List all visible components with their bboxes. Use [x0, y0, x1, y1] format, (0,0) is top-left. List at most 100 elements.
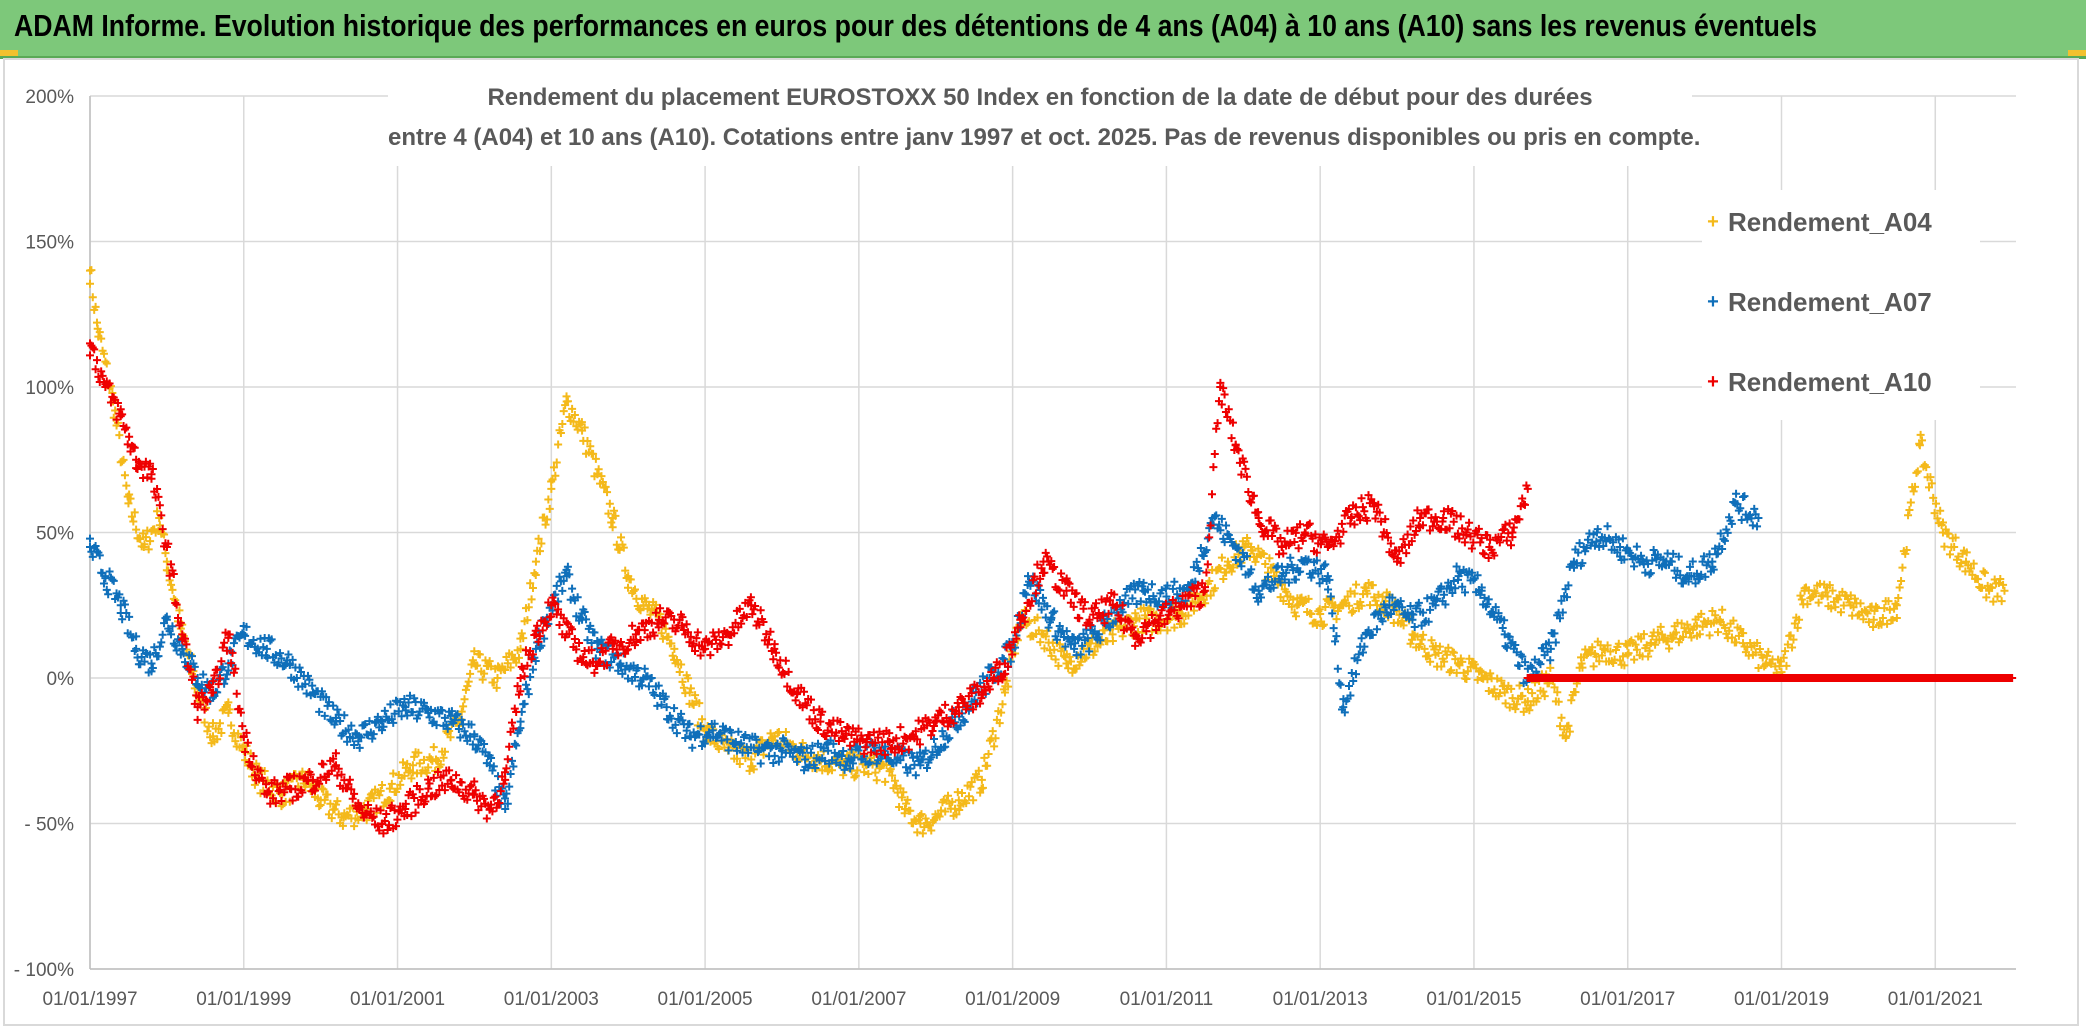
point-rendement-a10	[1156, 611, 1165, 620]
point-rendement-a04	[385, 784, 394, 793]
point-rendement-a07	[587, 639, 596, 648]
point-rendement-a10	[262, 780, 271, 789]
point-rendement-a04	[983, 761, 992, 770]
point-rendement-a10	[440, 786, 449, 795]
point-rendement-a10	[1424, 505, 1433, 514]
point-rendement-a07	[408, 708, 417, 717]
point-rendement-a04	[386, 796, 395, 805]
point-rendement-a10	[854, 724, 863, 733]
point-rendement-a10	[206, 683, 215, 692]
point-rendement-a07	[752, 735, 761, 744]
point-rendement-a04	[1366, 601, 1375, 610]
point-rendement-a10	[424, 775, 433, 784]
point-rendement-a04	[766, 729, 775, 738]
point-rendement-a04	[1293, 601, 1302, 610]
point-rendement-a07	[167, 630, 176, 639]
point-rendement-a04	[558, 420, 567, 429]
point-rendement-a10	[660, 619, 669, 628]
point-rendement-a04	[1371, 596, 1380, 605]
point-rendement-a07	[1345, 682, 1354, 691]
point-rendement-a10	[277, 797, 286, 806]
point-rendement-a10	[432, 790, 441, 799]
point-rendement-a10	[418, 792, 427, 801]
point-rendement-a04	[703, 721, 712, 730]
point-rendement-a10	[480, 794, 489, 803]
legend-label-a10: Rendement_A10	[1728, 366, 1932, 397]
point-rendement-a10	[1445, 524, 1454, 533]
point-rendement-a10	[823, 726, 832, 735]
point-rendement-a07	[1326, 592, 1335, 601]
point-rendement-a10	[892, 734, 901, 743]
point-rendement-a04	[1871, 602, 1880, 611]
point-rendement-a04	[1646, 638, 1655, 647]
point-rendement-a07	[1449, 577, 1458, 586]
point-rendement-a04	[429, 743, 438, 752]
point-rendement-a04	[1426, 657, 1435, 666]
point-rendement-a07	[910, 760, 919, 769]
point-rendement-a10	[1507, 541, 1516, 550]
point-rendement-a04	[1216, 564, 1225, 573]
point-rendement-a04	[1567, 696, 1576, 705]
point-rendement-a07	[1569, 563, 1578, 572]
point-rendement-a10	[193, 715, 202, 724]
point-rendement-a10	[1473, 530, 1482, 539]
point-rendement-a10	[674, 621, 683, 630]
point-rendement-a10	[1460, 538, 1469, 547]
point-rendement-a04	[1254, 544, 1263, 553]
point-rendement-a10	[217, 657, 226, 666]
y-tick-label: 0%	[47, 669, 75, 690]
point-rendement-a07	[1505, 632, 1514, 641]
point-rendement-a07	[1149, 592, 1158, 601]
point-rendement-a10	[239, 733, 248, 742]
point-rendement-a07	[1410, 623, 1419, 632]
point-rendement-a04	[1512, 700, 1521, 709]
point-rendement-a04	[1761, 660, 1770, 669]
point-rendement-a07	[1027, 577, 1036, 586]
point-rendement-a10	[1308, 534, 1317, 543]
point-rendement-a10	[1199, 587, 1208, 596]
point-rendement-a07	[148, 663, 157, 672]
point-rendement-a04	[1880, 604, 1889, 613]
point-rendement-a04	[798, 738, 807, 747]
point-rendement-a07	[1036, 586, 1045, 595]
point-rendement-a07	[387, 715, 396, 724]
point-rendement-a10	[270, 776, 279, 785]
legend-label-a04: Rendement_A04	[1728, 206, 1932, 237]
point-rendement-a10	[1410, 530, 1419, 539]
point-rendement-a04	[881, 777, 890, 786]
point-rendement-a10	[1220, 390, 1229, 399]
point-rendement-a07	[1276, 578, 1285, 587]
point-rendement-a07	[1118, 608, 1127, 617]
point-rendement-a07	[735, 740, 744, 749]
point-rendement-a07	[1059, 633, 1068, 642]
point-rendement-a07	[1360, 642, 1369, 651]
point-rendement-a10	[92, 356, 101, 365]
point-rendement-a04	[607, 518, 616, 527]
point-rendement-a07	[597, 635, 606, 644]
point-rendement-a10	[1378, 532, 1387, 541]
point-rendement-a07	[1685, 562, 1694, 571]
point-rendement-a10	[1304, 520, 1313, 529]
point-rendement-a07	[130, 646, 139, 655]
point-rendement-a04	[1803, 600, 1812, 609]
point-rendement-a07	[1090, 627, 1099, 636]
point-rendement-a07	[394, 707, 403, 716]
point-rendement-a07	[555, 572, 564, 581]
point-rendement-a07	[1644, 559, 1653, 568]
point-rendement-a10	[1065, 579, 1074, 588]
point-rendement-a10	[818, 707, 827, 716]
point-rendement-a04	[213, 735, 222, 744]
point-rendement-a04	[523, 616, 532, 625]
point-rendement-a07	[284, 650, 293, 659]
point-rendement-a07	[350, 740, 359, 749]
point-rendement-a04	[1718, 605, 1727, 614]
point-rendement-a04	[621, 566, 630, 575]
point-rendement-a07	[916, 748, 925, 757]
point-rendement-a07	[1079, 629, 1088, 638]
point-rendement-a07	[1085, 647, 1094, 656]
point-rendement-a07	[1494, 609, 1503, 618]
point-rendement-a10	[1037, 564, 1046, 573]
point-rendement-a04	[1578, 663, 1587, 672]
point-rendement-a10	[1356, 516, 1365, 525]
point-rendement-a07	[1659, 555, 1668, 564]
